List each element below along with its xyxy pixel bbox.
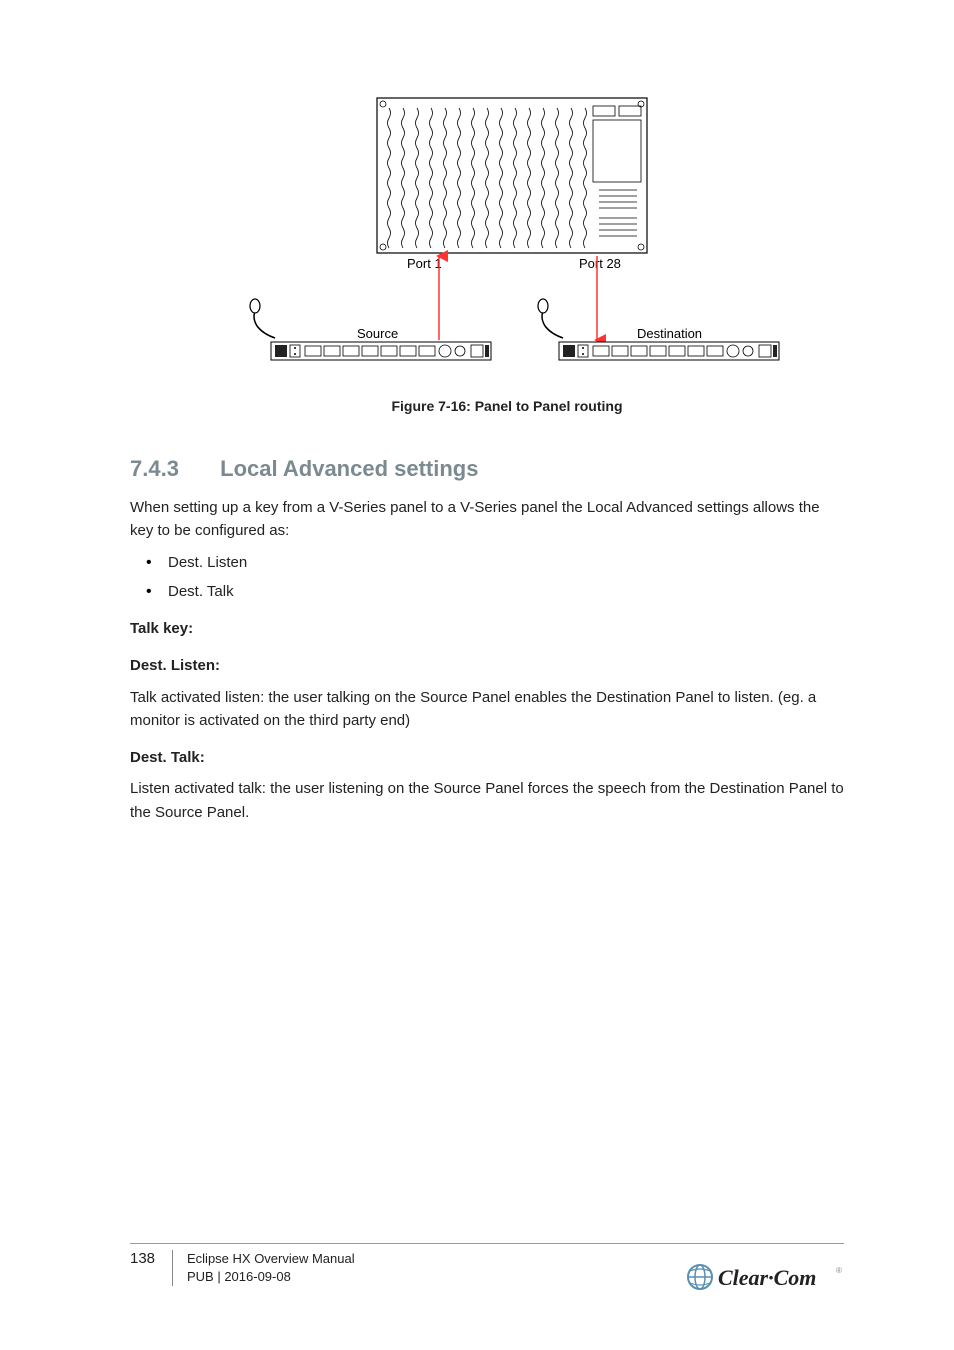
section-number: 7.4.3: [130, 456, 214, 482]
port28-label: Port 28: [579, 256, 621, 271]
page-number: 138: [130, 1250, 172, 1267]
talk-key-heading: Talk key:: [130, 617, 844, 640]
bullet-dest-listen: Dest. Listen: [130, 551, 844, 574]
routing-figure: Port 1 Port 28: [170, 90, 844, 380]
globe-icon: [688, 1265, 712, 1289]
section-heading: 7.4.3 Local Advanced settings: [130, 456, 844, 482]
clearcom-logo: Clear·Com ®: [684, 1257, 844, 1302]
destination-label: Destination: [637, 326, 702, 341]
doc-id: PUB | 2016-09-08: [187, 1268, 355, 1286]
dest-listen-heading: Dest. Listen:: [130, 654, 844, 677]
listen-activated-paragraph: Listen activated talk: the user listenin…: [130, 777, 844, 824]
intro-paragraph: When setting up a key from a V-Series pa…: [130, 496, 844, 543]
talk-activated-paragraph: Talk activated listen: the user talking …: [130, 686, 844, 733]
logo-text: Clear·Com: [718, 1265, 816, 1290]
chassis: [377, 98, 647, 253]
port1-label: Port 1: [407, 256, 442, 271]
figure-caption: Figure 7-16: Panel to Panel routing: [170, 398, 844, 414]
doc-title: Eclipse HX Overview Manual: [187, 1250, 355, 1268]
body-text: When setting up a key from a V-Series pa…: [130, 496, 844, 824]
dest-talk-heading: Dest. Talk:: [130, 746, 844, 769]
section-title: Local Advanced settings: [220, 456, 478, 481]
destination-panel: Destination: [538, 299, 779, 360]
source-panel: Source: [250, 299, 491, 360]
bullet-dest-talk: Dest. Talk: [130, 580, 844, 603]
source-label: Source: [357, 326, 398, 341]
svg-text:®: ®: [836, 1266, 842, 1275]
